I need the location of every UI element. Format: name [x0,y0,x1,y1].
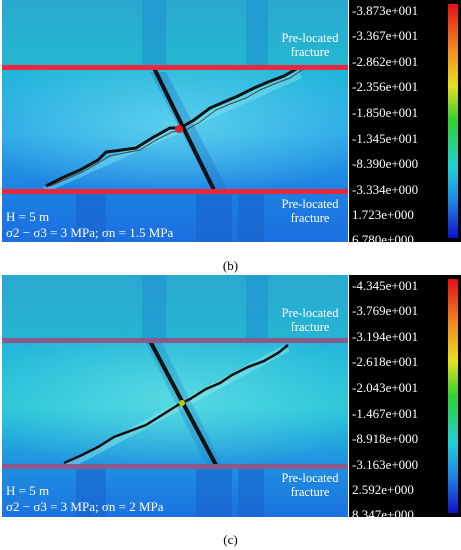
scale-tick: -2.862e+001 [352,54,419,69]
contour-plot-b [2,0,348,242]
scale-tick: -2.356e+001 [352,79,419,94]
color-bar-c [448,279,458,513]
scale-tick: -3.334e+000 [352,182,419,197]
color-scale-c: -4.345e+001 -3.769e+001 -3.194e+001 -2.6… [349,275,461,521]
scale-tick: -1.850e+001 [352,105,419,120]
scale-tick: -3.194e+001 [352,329,419,344]
scale-tick: -3.769e+001 [352,303,419,318]
scale-tick: -8.918e+000 [352,431,419,446]
scale-tick: 1.723e+000 [352,207,414,222]
panel-b: Pre-located fracture Pre-located fracture … [0,0,461,246]
params-c: H = 5 m σ2 − σ3 = 3 MPa; σn = 2 MPa [6,483,164,514]
fracture-label-top-c: Pre-located fracture [281,306,339,334]
params-b: H = 5 m σ2 − σ3 = 3 MPa; σn = 1.5 MPa [6,209,174,240]
panel-c: Pre-located fracture Pre-located fracture … [0,275,461,521]
scale-tick: 6.780e+000 [352,232,414,247]
scale-tick: -2.618e+001 [352,354,419,369]
scale-tick: 8.347e+000 [352,507,414,522]
scale-tick: 2.592e+000 [352,482,414,497]
scale-tick: -2.043e+001 [352,380,419,395]
fracture-label-bottom-b: Pre-located fracture [281,197,339,225]
scale-tick: -8.390e+000 [352,156,419,171]
caption-b: (b) [222,258,239,273]
scale-tick: -4.345e+001 [352,278,419,293]
fracture-label-bottom-c: Pre-located fracture [281,471,339,499]
scale-tick: -3.367e+001 [352,28,419,43]
caption-c: (c) [223,532,238,547]
color-bar-b [448,4,458,238]
color-scale-b: -3.873e+001 -3.367e+001 -2.862e+001 -2.3… [349,0,461,246]
fracture-label-top-b: Pre-located fracture [281,31,339,59]
scale-tick: -1.345e+001 [352,131,419,146]
scale-tick: -3.873e+001 [352,3,419,18]
scale-tick: -1.467e+001 [352,406,419,421]
scale-tick: -3.163e+000 [352,457,419,472]
contour-plot-c [2,275,348,517]
